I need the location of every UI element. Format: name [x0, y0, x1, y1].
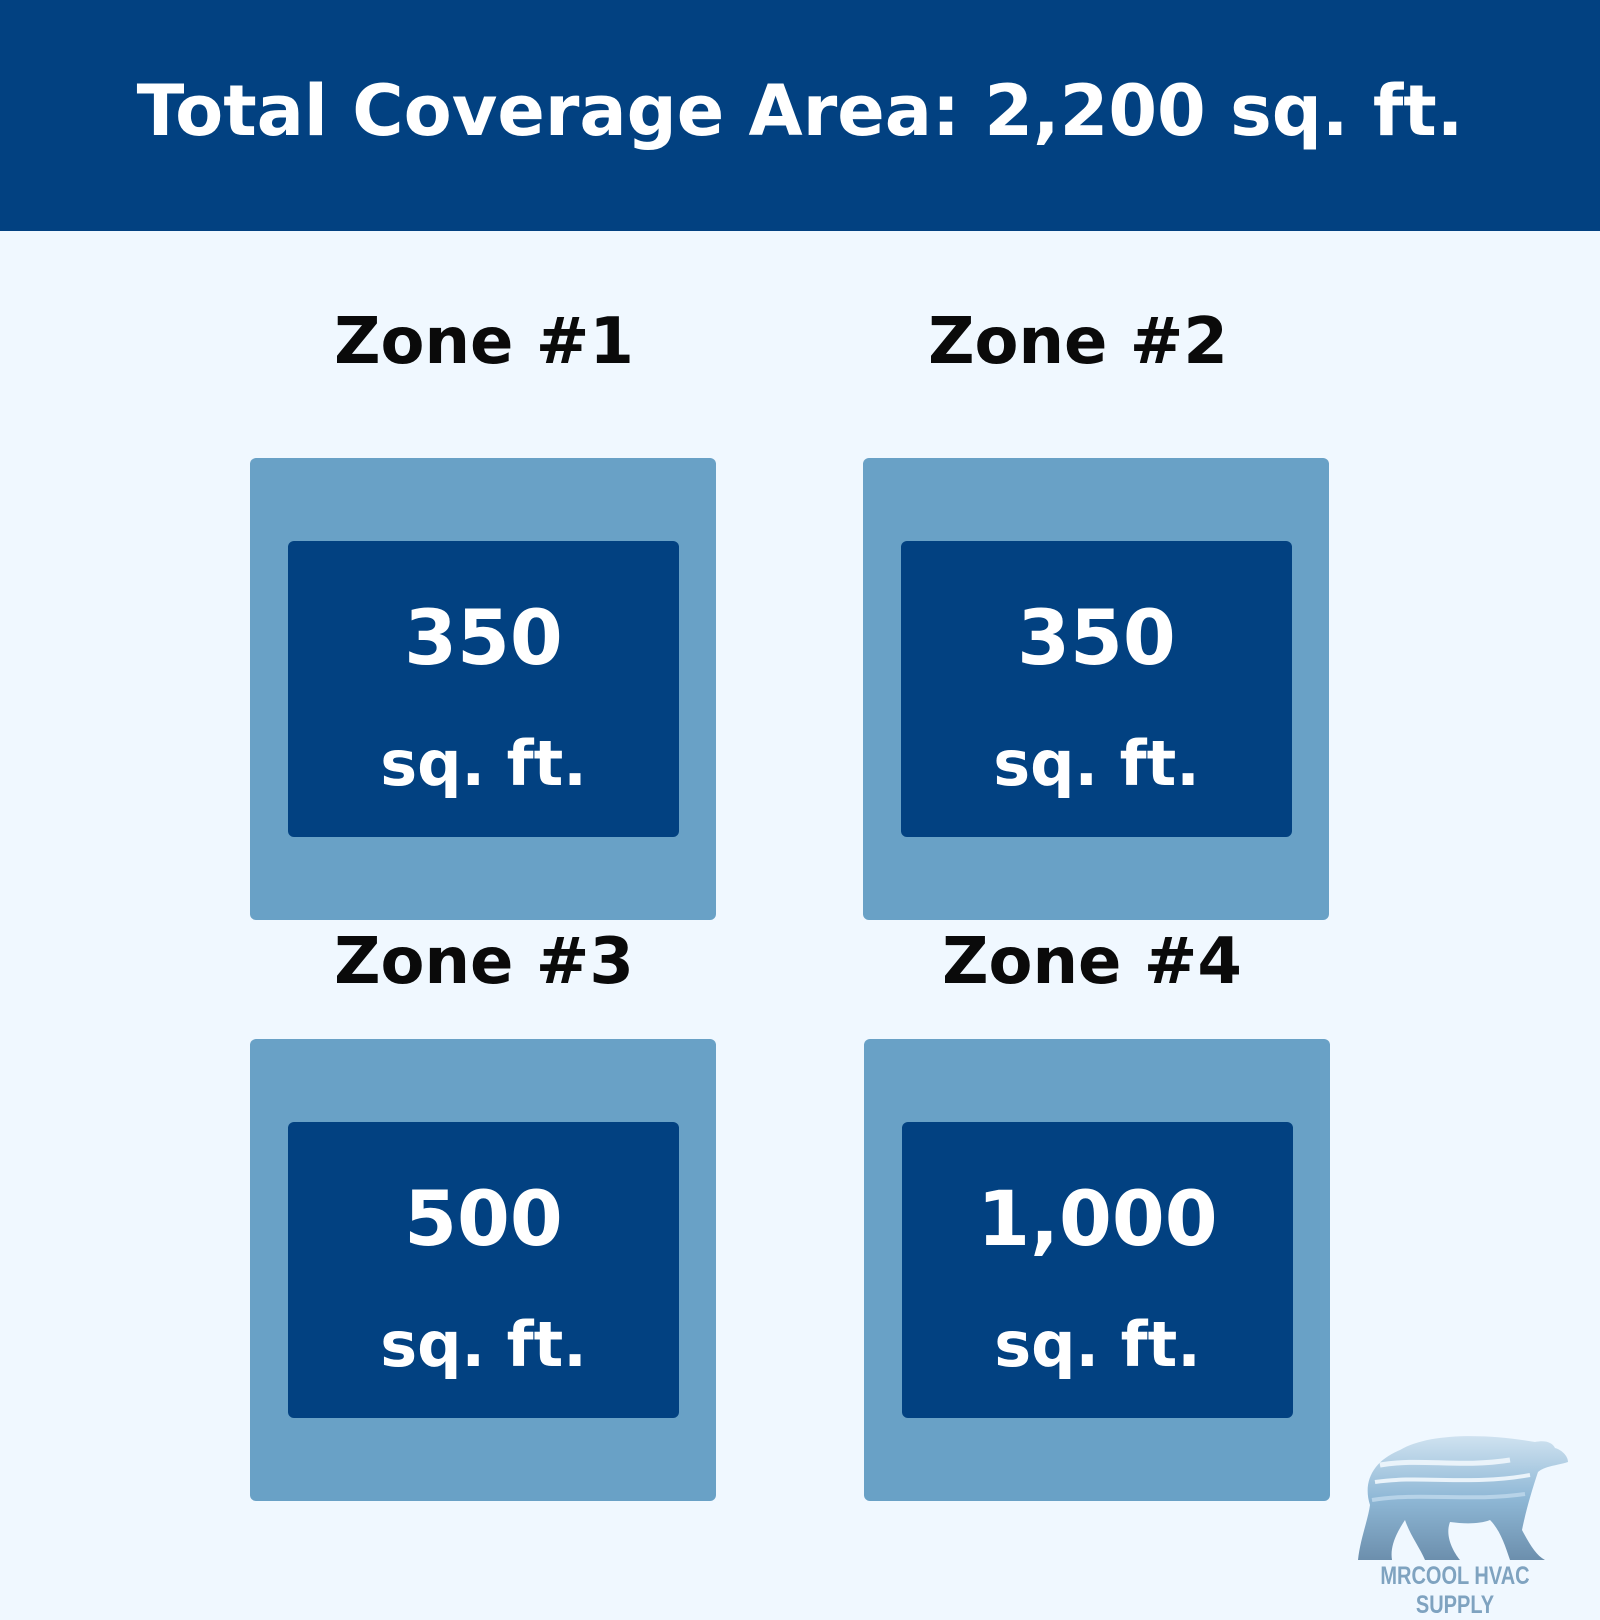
zone-2-title: Zone #2	[928, 305, 1228, 379]
zone-1-title: Zone #1	[334, 305, 634, 379]
header-banner: Total Coverage Area: 2,200 sq. ft.	[0, 0, 1600, 231]
zone-4-title: Zone #4	[942, 925, 1242, 999]
polar-bear-icon	[1358, 1436, 1568, 1560]
zone-2-unit: sq. ft.	[993, 727, 1200, 800]
zone-2-box: 350 sq. ft.	[863, 458, 1329, 920]
zone-1-value: 350	[404, 593, 563, 682]
zone-2-value: 350	[1017, 593, 1176, 682]
page-title: Total Coverage Area: 2,200 sq. ft.	[136, 69, 1464, 152]
logo-text: MRCOOL HVAC SUPPLY	[1380, 1562, 1530, 1619]
zone-1-box: 350 sq. ft.	[250, 458, 716, 920]
zone-2-area-card: 350 sq. ft.	[901, 541, 1292, 837]
zone-4-area-card: 1,000 sq. ft.	[902, 1122, 1293, 1418]
zone-4-box: 1,000 sq. ft.	[864, 1039, 1330, 1501]
zone-1-area-card: 350 sq. ft.	[288, 541, 679, 837]
zone-3-box: 500 sq. ft.	[250, 1039, 716, 1501]
zone-3-area-card: 500 sq. ft.	[288, 1122, 679, 1418]
zone-3-title: Zone #3	[334, 925, 634, 999]
zone-4-value: 1,000	[977, 1174, 1218, 1263]
zone-4-unit: sq. ft.	[994, 1308, 1201, 1381]
zone-3-value: 500	[404, 1174, 563, 1263]
zone-3-unit: sq. ft.	[380, 1308, 587, 1381]
zone-1-unit: sq. ft.	[380, 727, 587, 800]
